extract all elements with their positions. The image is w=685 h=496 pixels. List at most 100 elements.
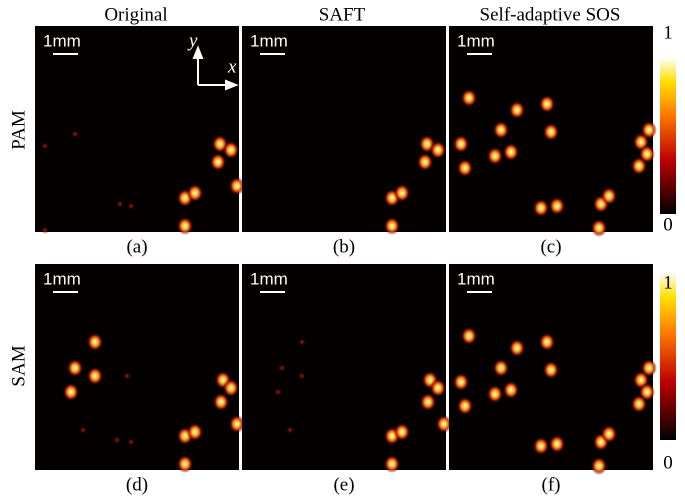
spot xyxy=(457,159,473,177)
spot xyxy=(229,415,245,433)
spot xyxy=(210,153,226,171)
spot xyxy=(213,393,229,411)
spot xyxy=(539,95,555,113)
spot xyxy=(436,415,452,433)
spot xyxy=(417,153,433,171)
spot xyxy=(394,423,410,441)
spot xyxy=(430,141,446,159)
spot xyxy=(457,397,473,415)
spot xyxy=(286,426,294,434)
spot xyxy=(631,395,647,413)
spot xyxy=(187,184,203,202)
colorbar xyxy=(660,272,676,440)
spot xyxy=(539,333,555,351)
spot xyxy=(453,373,469,391)
spot xyxy=(493,121,509,139)
scale-bar-label: 1mm xyxy=(457,269,495,288)
scale-bar-label: 1mm xyxy=(250,269,288,288)
spot xyxy=(177,217,193,235)
spot xyxy=(223,379,239,397)
spot xyxy=(487,385,503,403)
spot xyxy=(87,367,103,385)
scale-bar-label: 1mm xyxy=(250,31,288,50)
spot xyxy=(509,101,525,119)
spots xyxy=(384,135,446,235)
spot xyxy=(430,379,446,397)
spot xyxy=(113,436,121,444)
spot xyxy=(601,425,617,443)
spot xyxy=(127,438,135,446)
spot xyxy=(123,372,131,380)
spot xyxy=(71,130,79,138)
colorbar xyxy=(660,58,676,214)
spot xyxy=(187,423,203,441)
spot xyxy=(223,141,239,159)
spot xyxy=(549,435,565,453)
scale-bar-label: 1mm xyxy=(43,269,81,288)
panel-caption: (b) xyxy=(333,236,355,257)
colorbar-max: 1 xyxy=(663,22,673,43)
panels: 1mm (a) 1mm (b) 1mm (c) 1mm (d) 1mm (e) 1mm (f) xyxy=(35,26,657,495)
spot xyxy=(503,143,519,161)
spot xyxy=(543,123,559,141)
spot xyxy=(641,121,657,139)
spot xyxy=(63,383,79,401)
axis-label: y xyxy=(187,30,198,51)
spot xyxy=(461,89,477,107)
spots xyxy=(63,333,245,473)
spot xyxy=(543,361,559,379)
panel-caption: (e) xyxy=(333,474,354,495)
row-label: PAM xyxy=(8,110,29,150)
spot xyxy=(87,333,103,351)
spot xyxy=(533,199,549,217)
panel-caption: (f) xyxy=(542,474,561,495)
spots xyxy=(274,338,452,473)
axis-label: x xyxy=(227,56,237,77)
image-panel xyxy=(242,264,446,470)
spot xyxy=(274,388,282,396)
spot xyxy=(298,338,306,346)
spot xyxy=(127,202,135,210)
spot xyxy=(591,219,607,237)
spot xyxy=(177,455,193,473)
spot xyxy=(420,393,436,411)
spots xyxy=(453,327,657,475)
spot xyxy=(601,187,617,205)
colorbar-min: 0 xyxy=(663,214,673,235)
panel-caption: (c) xyxy=(540,236,561,257)
spot xyxy=(453,135,469,153)
column-title: Original xyxy=(104,4,167,25)
spot xyxy=(487,147,503,165)
spot xyxy=(493,359,509,377)
spots xyxy=(453,89,657,237)
spot xyxy=(41,142,49,150)
column-title: Self-adaptive SOS xyxy=(480,4,621,25)
spot xyxy=(384,217,400,235)
scale-bar-label: 1mm xyxy=(43,31,81,50)
spot xyxy=(67,359,83,377)
spot xyxy=(461,327,477,345)
image-panel xyxy=(242,26,446,232)
spot xyxy=(509,339,525,357)
spot xyxy=(549,197,565,215)
column-title: SAFT xyxy=(319,4,366,25)
spot xyxy=(384,455,400,473)
spot xyxy=(79,426,87,434)
colorbar-min: 0 xyxy=(663,452,673,473)
panel-caption: (d) xyxy=(126,474,148,495)
spot xyxy=(298,372,306,380)
spot xyxy=(591,457,607,475)
scale-bar-label: 1mm xyxy=(457,31,495,50)
colorbar-max: 1 xyxy=(663,272,673,293)
spot xyxy=(229,177,245,195)
image-panel xyxy=(35,264,239,470)
spot xyxy=(533,437,549,455)
spot xyxy=(278,364,286,372)
spot xyxy=(41,226,49,234)
spot xyxy=(503,381,519,399)
row-label: SAM xyxy=(8,345,29,386)
axes-arrows xyxy=(192,45,239,91)
image-panel xyxy=(35,26,239,232)
panel-caption: (a) xyxy=(126,236,147,257)
